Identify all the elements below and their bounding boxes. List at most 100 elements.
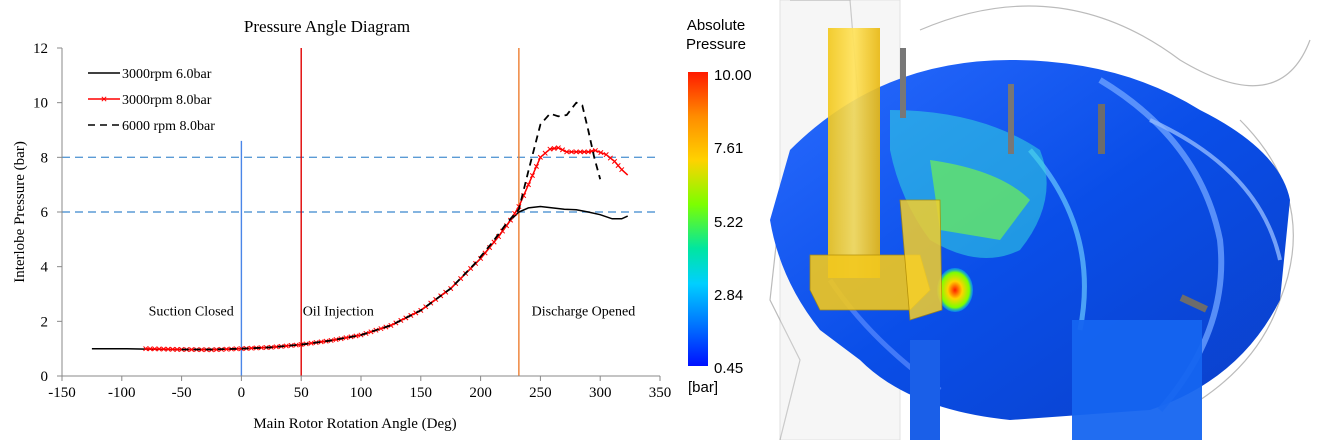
x-tick-label: 100 [350,385,373,401]
injection-pin [1179,294,1208,313]
y-axis-label: Interlobe Pressure (bar) [12,141,28,283]
series-point-marker [537,154,543,160]
yellow-pipe [828,28,880,278]
rotor-lobe [1149,118,1282,261]
series-point-marker [533,163,539,169]
series-point-marker [619,167,625,173]
outlet-pipe [1072,320,1202,440]
peak-pressure-spot [937,268,973,312]
y-tick-label: 8 [41,150,49,166]
series-point-marker [573,149,579,155]
colorbar-tick-label: 0.45 [714,360,743,377]
series-point-marker [611,158,618,164]
y-tick-label: 4 [41,260,49,276]
series-point-marker [598,149,604,156]
legend: 3000rpm 6.0bar 3000rpm 8.0bar 6000 rpm 8.0… [88,67,215,134]
x-tick-label: 350 [649,385,672,401]
series-point-marker [615,162,621,169]
series-point-marker [298,342,304,348]
y-tick-label: 10 [33,96,48,112]
series-point-marker [189,347,195,353]
series-point-marker [512,210,518,216]
colorbar-title-line2: Pressure [686,36,746,53]
annotation-label: Suction Closed [149,304,234,319]
x-tick-label: -50 [172,385,192,401]
housing-outline [1199,119,1294,401]
series-point-marker [547,146,553,152]
injection-pin [1098,104,1105,154]
legend-label: 3000rpm 6.0bar [122,67,212,82]
series-point-marker [525,182,531,188]
series-point-marker [378,326,384,332]
x-tick-label: 150 [410,385,433,401]
chart-title: Pressure Angle Diagram [244,17,410,36]
compressor-render [769,0,1311,440]
annotation-label: Oil Injection [303,304,374,319]
series-point-marker [248,345,254,351]
series-point-marker [318,339,324,345]
x-tick-label: 0 [238,385,246,401]
injection-pin [900,48,906,118]
series-point-marker [551,145,557,152]
series-point-marker [273,344,279,350]
series-point-marker [555,145,561,151]
y-tick-label: 0 [41,369,49,385]
housing-outline [919,5,1311,87]
colorbar-tick-label: 7.61 [714,140,743,157]
high-pressure-region [930,160,1030,240]
x-axis-label: Main Rotor Rotation Angle (Deg) [253,416,456,432]
colorbar-tick-label: 10.00 [714,67,752,84]
legend-label: 3000rpm 8.0bar [122,93,212,108]
x-tick-label: 50 [294,385,309,401]
series-point-marker [156,346,162,352]
series-point-marker [170,346,176,352]
series-point-marker [223,346,230,352]
series-point-marker [165,346,171,352]
series-point-marker [353,333,359,339]
x-tick-label: 250 [529,385,552,401]
series-layer [91,101,629,353]
annotation-label: Discharge Opened [532,304,636,319]
series-point-marker [161,346,167,352]
x-tick-label: 300 [589,385,612,401]
y-tick-label: 2 [41,314,49,330]
legend-label: 6000 rpm 8.0bar [122,119,215,134]
series-point-marker [198,347,205,353]
series-point-marker [581,149,587,155]
reference-lines [62,48,660,376]
colorbar-tick-label: 5.22 [714,214,743,231]
series-point-marker [343,335,349,341]
series-point-marker [507,217,514,223]
pressure-angle-chart: Pressure Angle Diagram -150 -100 -50 0 50 100… [12,17,671,432]
series-point-marker [568,149,575,155]
series-point-marker [491,239,497,245]
series-point-marker [333,337,339,343]
series-point-marker [577,149,583,155]
series-point-marker [143,346,149,352]
rotor-lobe [1028,148,1087,331]
colorbar-gradient [688,72,708,366]
series-point-marker [152,346,158,352]
x-tick-label: -100 [108,385,136,401]
series-point-marker [388,322,394,328]
series-point-marker [258,345,264,351]
series-point-marker [564,149,570,155]
series-point-marker [283,343,289,349]
series-point-marker [487,244,493,251]
series-point-marker [238,346,244,352]
yellow-block [899,199,943,321]
annotations: Suction Closed Oil Injection Discharge Ope… [149,304,636,319]
series-point-marker [592,147,598,154]
colorbar-unit: [bar] [688,379,718,396]
series-point-marker [559,147,566,153]
x-tick-label: -150 [48,385,76,401]
axes: -150 -100 -50 0 50 100 150 200 250 300 350 0 2 4 6 8 10 1… [33,41,671,401]
colorbar: Absolute Pressure 10.00 7.61 5.22 2.84 0… [686,17,752,396]
colorbar-tick-label: 2.84 [714,287,743,304]
colorbar-title-line1: Absolute [687,17,745,34]
y-tick-label: 6 [41,205,49,221]
injection-pin [1008,84,1014,154]
series-point-marker [529,173,535,179]
series-point-marker [499,228,506,234]
series-line-3 [181,101,602,351]
